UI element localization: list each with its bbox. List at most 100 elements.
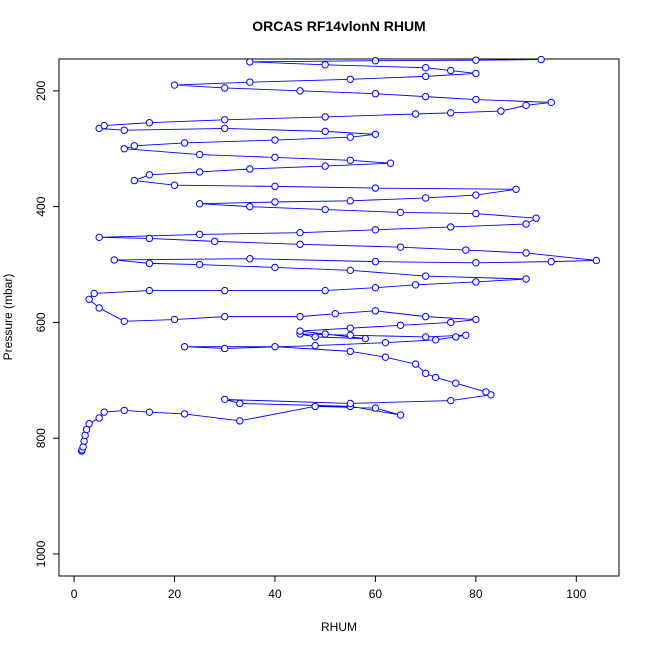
data-point — [100, 121, 108, 130]
data-point — [512, 185, 520, 193]
data-point — [236, 399, 244, 408]
y-tick-label: 600 — [34, 312, 48, 332]
x-tick-label: 60 — [369, 587, 383, 601]
data-point — [321, 61, 329, 69]
data-point — [296, 240, 304, 248]
data-point — [421, 333, 430, 341]
data-point — [421, 72, 430, 81]
data-point — [522, 101, 530, 110]
data-point — [145, 259, 154, 268]
data-point — [85, 420, 93, 428]
data-point — [472, 209, 480, 218]
data-point — [472, 56, 480, 64]
data-point — [472, 191, 480, 199]
data-point — [371, 257, 380, 266]
data-point — [346, 197, 355, 205]
data-point — [537, 55, 545, 64]
data-point — [346, 156, 355, 165]
data-point — [246, 202, 254, 211]
data-point — [381, 338, 390, 347]
data-point — [120, 406, 128, 415]
data-point — [321, 113, 329, 121]
data-point — [311, 402, 319, 411]
data-point — [396, 243, 405, 251]
data-point — [346, 266, 355, 275]
data-point — [371, 184, 380, 192]
data-point — [421, 92, 430, 101]
data-point — [381, 353, 390, 361]
data-point — [371, 90, 380, 98]
data-point — [452, 379, 460, 387]
data-point — [221, 286, 229, 295]
data-point — [236, 417, 244, 425]
data-point — [497, 107, 505, 115]
data-point — [321, 286, 329, 295]
data-point — [195, 230, 204, 239]
data-point — [271, 263, 279, 272]
data-point — [145, 286, 154, 295]
data-point — [180, 343, 189, 351]
data-point — [95, 233, 103, 242]
data-point — [447, 223, 455, 231]
data-point — [100, 408, 108, 416]
data-point — [246, 58, 254, 66]
data-point — [331, 310, 339, 318]
data-point — [462, 331, 470, 339]
data-point — [221, 344, 229, 353]
data-point — [431, 336, 440, 344]
x-tick-label: 20 — [168, 587, 182, 601]
data-point — [170, 81, 179, 89]
data-point — [246, 255, 254, 263]
data-point — [472, 69, 480, 78]
data-point — [321, 330, 329, 338]
data-point — [447, 396, 455, 405]
data-point — [421, 194, 430, 202]
data-point — [321, 205, 329, 214]
data-point — [346, 331, 355, 339]
data-point — [221, 395, 229, 404]
data-point — [371, 130, 380, 138]
data-point — [296, 312, 304, 321]
data-point — [195, 150, 204, 159]
data-point — [120, 126, 128, 134]
data-point — [246, 165, 254, 173]
x-tick-label: 0 — [71, 587, 78, 601]
data-point — [145, 234, 154, 243]
data-point — [411, 110, 420, 118]
x-tick-label: 100 — [566, 587, 586, 601]
data-point — [271, 153, 279, 162]
data-point — [431, 373, 440, 382]
data-point — [271, 136, 279, 144]
data-point — [90, 289, 98, 298]
data-point — [361, 334, 370, 343]
data-point — [396, 208, 405, 217]
data-point — [321, 127, 329, 136]
data-point — [296, 87, 304, 95]
data-point — [195, 168, 204, 176]
data-point — [170, 181, 179, 189]
data-point — [271, 198, 279, 206]
data-point — [421, 312, 430, 321]
data-point — [221, 124, 229, 133]
data-point — [472, 315, 480, 324]
data-point — [130, 142, 139, 150]
plot-frame — [58, 58, 620, 577]
data-point — [311, 333, 319, 341]
data-point — [271, 182, 279, 191]
data-point — [547, 257, 555, 266]
data-point — [482, 388, 490, 396]
data-point — [532, 214, 540, 222]
data-point — [421, 369, 430, 378]
data-point — [95, 414, 103, 422]
data-point — [411, 360, 420, 368]
data-point — [547, 98, 555, 107]
data-point — [447, 66, 455, 75]
data-point — [462, 246, 470, 254]
y-axis-label: Pressure (mbar) — [1, 274, 15, 361]
data-point — [145, 118, 154, 127]
data-point — [371, 57, 380, 65]
data-point — [145, 171, 154, 179]
data-point — [421, 63, 430, 72]
data-point — [210, 237, 219, 246]
